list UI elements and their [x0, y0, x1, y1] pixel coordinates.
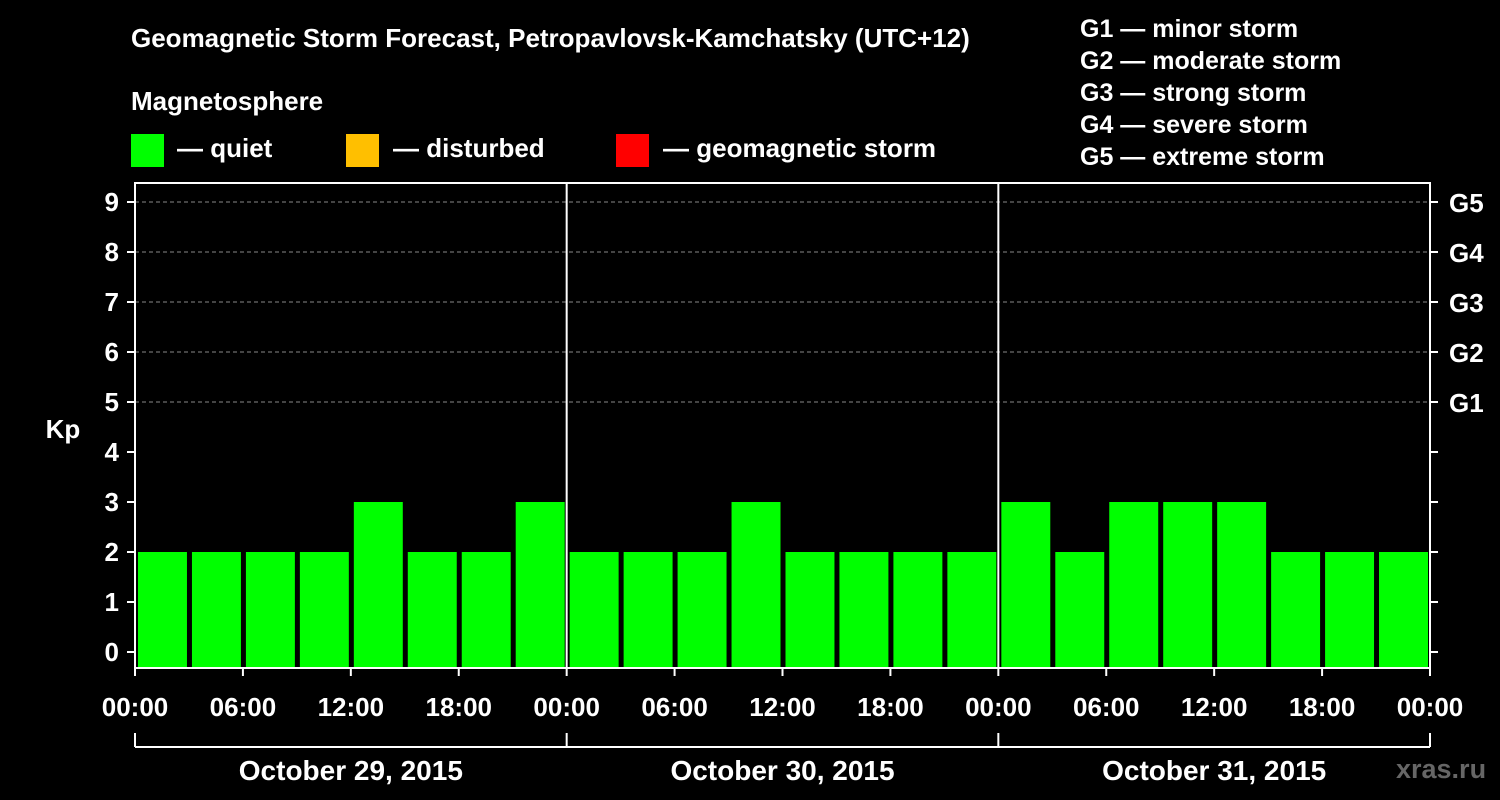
storm-scale-g1: G1 — minor storm	[1080, 15, 1299, 43]
legend-swatch-disturbed	[346, 134, 379, 167]
legend-label-disturbed: — disturbed	[393, 133, 545, 163]
kp-bar	[785, 552, 835, 668]
kp-bar	[515, 502, 565, 668]
kp-bar	[623, 552, 673, 668]
kp-bar	[407, 552, 457, 668]
legend-swatch-storm	[616, 134, 649, 167]
kp-bar	[731, 502, 781, 668]
kp-bar	[353, 502, 403, 668]
kp-bar	[1379, 552, 1428, 668]
kp-bar	[245, 552, 295, 668]
y-tick-label: 3	[105, 487, 119, 517]
x-tick-label: 12:00	[749, 692, 816, 722]
kp-bar	[191, 552, 241, 668]
x-tick-label: 00:00	[102, 692, 169, 722]
kp-bar	[299, 552, 349, 668]
x-tick-label: 00:00	[1397, 692, 1464, 722]
right-axis-label: G4	[1449, 238, 1484, 268]
x-tick-label: 06:00	[210, 692, 277, 722]
legend-label-quiet: — quiet	[177, 133, 273, 163]
x-tick-label: 18:00	[857, 692, 924, 722]
kp-bar	[1163, 502, 1213, 668]
storm-scale-g2: G2 — moderate storm	[1080, 47, 1342, 75]
kp-bar	[461, 552, 511, 668]
x-tick-label: 00:00	[533, 692, 600, 722]
right-axis-label: G3	[1449, 288, 1484, 318]
y-tick-label: 1	[105, 587, 119, 617]
storm-scale-g3: G3 — strong storm	[1080, 79, 1307, 107]
day-label: October 29, 2015	[239, 755, 463, 786]
kp-bar	[1217, 502, 1267, 668]
y-axis-label: Kp	[46, 414, 81, 444]
watermark: xras.ru	[1396, 754, 1487, 784]
y-tick-label: 8	[105, 237, 119, 267]
kp-bar	[677, 552, 727, 668]
y-tick-label: 7	[105, 287, 119, 317]
kp-bar	[1271, 552, 1321, 668]
y-tick-label: 4	[105, 437, 120, 467]
kp-bar	[138, 552, 187, 668]
x-tick-label: 06:00	[641, 692, 708, 722]
x-tick-label: 12:00	[318, 692, 385, 722]
kp-bar	[1001, 502, 1051, 668]
y-tick-label: 0	[105, 637, 119, 667]
kp-bar	[1055, 552, 1105, 668]
legend-label-storm: — geomagnetic storm	[663, 133, 937, 163]
kp-bar	[1109, 502, 1159, 668]
kp-bar	[947, 552, 997, 668]
chart-title: Geomagnetic Storm Forecast, Petropavlovs…	[131, 23, 970, 53]
kp-bar	[569, 552, 619, 668]
y-tick-label: 6	[105, 337, 119, 367]
kp-bar	[839, 552, 889, 668]
x-tick-label: 00:00	[965, 692, 1032, 722]
right-axis-label: G2	[1449, 338, 1484, 368]
x-tick-label: 12:00	[1181, 692, 1248, 722]
right-axis-label: G1	[1449, 388, 1484, 418]
y-tick-label: 2	[105, 537, 119, 567]
y-tick-label: 9	[105, 187, 119, 217]
x-tick-label: 18:00	[1289, 692, 1356, 722]
kp-bar	[893, 552, 943, 668]
storm-scale-g5: G5 — extreme storm	[1080, 143, 1325, 171]
legend-heading: Magnetosphere	[131, 86, 324, 116]
day-label: October 31, 2015	[1102, 755, 1326, 786]
day-label: October 30, 2015	[670, 755, 894, 786]
y-tick-label: 5	[105, 387, 119, 417]
x-tick-label: 18:00	[426, 692, 493, 722]
x-tick-label: 06:00	[1073, 692, 1140, 722]
right-axis-label: G5	[1449, 188, 1484, 218]
legend-swatch-quiet	[131, 134, 164, 167]
storm-scale-g4: G4 — severe storm	[1080, 111, 1308, 139]
kp-bar	[1325, 552, 1375, 668]
